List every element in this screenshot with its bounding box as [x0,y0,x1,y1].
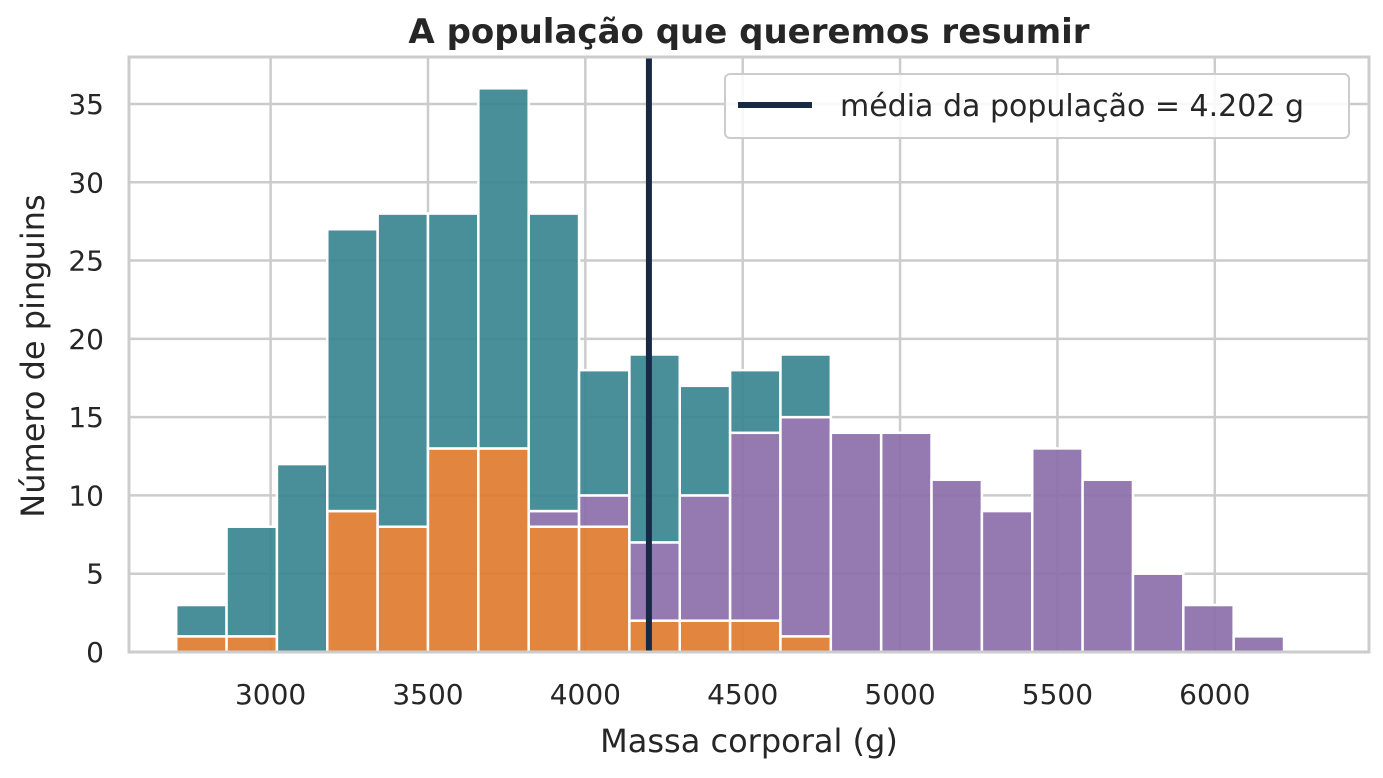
histogram-bar [426,447,480,654]
histogram-bar [779,415,833,638]
legend-label: média da população = 4.202 g [840,89,1304,124]
legend-box [724,73,1350,139]
histogram-bar [728,431,782,622]
y-tick-label: 0 [86,636,104,669]
histogram-bar [376,525,430,654]
plot-frame [127,55,1371,654]
histogram-bar [728,368,782,435]
y-tick-label: 30 [68,166,104,199]
histogram-bar [728,619,782,654]
histogram-bar [225,635,279,654]
histogram-bar [527,509,581,528]
y-tick-label: 25 [68,245,104,278]
histogram-bar [577,368,631,497]
histogram-bar [1182,603,1235,654]
histogram-bar [376,212,430,528]
bars [174,87,1286,654]
y-tick-label: 20 [68,323,104,356]
histogram-bar [628,353,682,544]
y-axis-label: Número de pinguins [14,194,52,517]
chart-title: A população que queremos resumir [408,12,1089,52]
histogram-bar [225,525,279,638]
histogram-bar [477,447,530,654]
x-tick-label: 4500 [707,678,778,711]
x-tick-label: 5500 [1022,678,1093,711]
y-tick-label: 5 [86,558,104,591]
histogram-bar [678,619,732,654]
histogram-bar [779,635,833,654]
histogram-bar [930,478,984,654]
histogram-bar [527,525,581,654]
histogram-bar [174,635,228,654]
histogram-bar [527,212,581,513]
histogram-bar [326,509,379,654]
histogram-bar [678,384,732,497]
histogram-bar [1081,478,1135,654]
histogram-bar [174,603,228,638]
legend: média da população = 4.202 g [724,73,1350,139]
x-axis-label: Massa corporal (g) [600,722,898,760]
x-tick-label: 4000 [550,678,621,711]
y-tick-label: 10 [68,479,104,512]
histogram-bar [879,431,933,654]
histogram-bar [577,525,631,654]
histogram-bar [980,509,1034,654]
histogram-bar [779,353,833,419]
histogram-bar [628,619,682,654]
x-tick-label: 3000 [235,678,306,711]
histogram-bar [1030,447,1084,654]
x-tick-label: 3500 [392,678,463,711]
histogram-bar [577,494,631,528]
histogram-bar [628,541,682,622]
y-tick-label: 15 [68,401,104,434]
histogram-bar [678,494,732,622]
y-tick-label: 35 [68,88,104,121]
histogram-bar [829,431,883,654]
histogram-bar [426,212,480,450]
histogram-bar [1131,572,1185,654]
histogram-bar [477,87,530,450]
histogram-bar [275,462,329,654]
tick-labels: 3000 3500 4000 4500 5000 5500 6000 0 5 10 15 20 25 30… [68,88,1250,711]
x-tick-label: 5000 [864,678,935,711]
histogram-bar [1232,635,1286,654]
histogram-bar [326,227,379,513]
x-tick-label: 6000 [1179,678,1250,711]
